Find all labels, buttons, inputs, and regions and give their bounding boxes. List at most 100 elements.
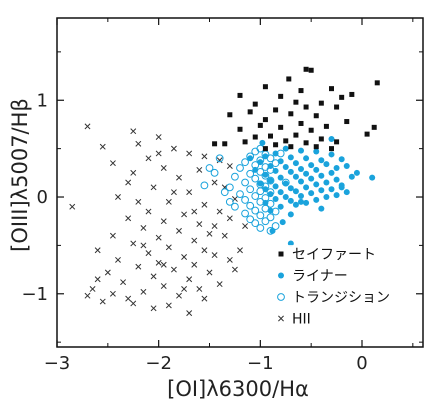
data-point-seyfert [293,99,299,105]
data-point-seyfert [344,119,350,125]
data-point-liner [277,189,284,196]
data-point-seyfert [308,127,314,133]
data-point-transition [231,202,239,211]
data-point-seyfert [273,142,279,148]
data-point-hii [69,203,76,210]
legend-label-liner: ライナー [292,269,348,285]
data-point-hii [130,128,137,135]
data-point-hii [176,174,182,181]
data-point-liner [303,184,310,191]
data-point-hii [226,163,233,170]
data-point-seyfert [323,123,329,129]
data-point-hii [99,298,106,305]
data-point-seyfert [371,124,377,130]
data-point-seyfert [262,146,268,152]
data-point-hii [84,123,91,130]
data-point-liner [343,189,350,196]
data-point-liner [267,177,274,184]
legend-marker-liner [278,272,284,279]
data-point-liner [252,166,259,173]
data-point-liner [323,194,330,201]
data-point-hii [242,223,249,229]
data-point-hii [155,234,162,241]
data-point-liner [313,181,320,188]
y-axis-title: [OIII]λ5007/Hβ [8,98,32,252]
data-point-seyfert [252,134,258,140]
data-point-hii [84,292,91,299]
data-point-transition [261,217,270,226]
data-point-hii [211,252,218,259]
data-point-hii [155,134,162,140]
data-point-liner [338,156,345,163]
data-point-seyfert [374,80,380,86]
data-point-transition [246,215,255,224]
data-point-seyfert [298,88,304,94]
data-point-seyfert [273,107,279,113]
data-point-seyfert [334,139,340,145]
data-point-seyfert [329,146,334,152]
data-point-liner [303,170,310,177]
data-point-seyfert [329,86,334,92]
data-point-liner [282,180,289,187]
data-point-transition [236,164,244,172]
data-point-liner [272,167,279,174]
data-point-hii [186,310,193,317]
data-point-transition [251,219,260,228]
data-point-seyfert [227,112,233,118]
legend-marker-seyfert [278,251,284,257]
legend-bg [270,245,404,265]
data-point-hii [115,194,121,200]
data-point-transition [215,154,224,163]
data-point-hii [109,160,116,167]
data-point-hii [140,225,147,231]
data-point-seyfert [318,100,324,106]
data-point-transition [231,172,239,181]
data-point-seyfert [303,104,309,110]
data-point-hii [201,295,208,302]
data-point-transition [210,168,219,177]
data-point-hii [135,263,142,270]
data-point-hii [181,211,188,218]
y-tick-label: 0 [37,187,48,208]
data-point-hii [115,256,121,263]
data-point-hii [109,290,116,297]
data-point-liner [267,191,274,198]
data-point-liner [328,169,335,176]
data-point-hii [160,165,167,171]
data-point-hii [181,285,188,292]
data-point-liner [308,175,315,182]
data-point-seyfert [252,101,258,107]
data-point-liner [292,173,299,180]
data-point-transition [266,176,275,185]
data-point-hii [99,143,106,150]
data-point-hii [120,279,127,286]
data-point-hii [226,215,233,222]
x-tick-label: −2 [145,353,172,374]
data-point-liner [323,161,330,168]
data-point-liner [333,164,340,171]
data-point-liner [303,199,310,206]
data-point-hii [165,244,172,251]
data-point-hii [155,150,162,157]
data-point-hii [211,223,218,229]
data-point-liner [272,150,279,157]
data-point-liner [338,184,345,191]
data-point-liner [298,193,304,200]
data-point-hii [145,155,152,162]
data-point-hii [170,266,177,273]
data-point-transition [246,201,255,210]
data-point-liner [333,192,340,199]
data-point-transition [241,209,249,218]
data-point-hii [140,242,147,249]
data-point-transition [271,222,280,230]
data-point-liner [272,195,279,202]
data-point-seyfert [318,136,324,142]
data-point-seyfert [313,144,319,150]
data-point-hii [165,302,172,309]
data-point-transition [256,144,265,153]
data-point-hii [216,281,223,288]
data-point-liner [308,190,315,197]
legend-label-transition: トランジション [292,290,390,306]
data-point-liner [369,174,376,181]
data-point-liner [313,196,320,203]
